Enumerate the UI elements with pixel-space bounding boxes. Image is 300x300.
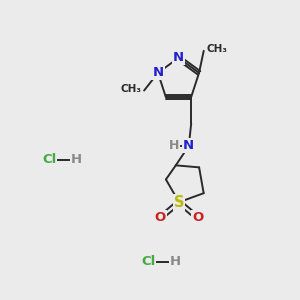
Text: H: H bbox=[169, 255, 181, 268]
Text: Cl: Cl bbox=[42, 153, 57, 166]
Text: Cl: Cl bbox=[141, 255, 156, 268]
Text: S: S bbox=[174, 195, 184, 210]
Text: H: H bbox=[169, 140, 179, 152]
Text: N: N bbox=[152, 66, 164, 79]
Text: O: O bbox=[155, 211, 166, 224]
Text: CH₃: CH₃ bbox=[121, 84, 142, 94]
Text: O: O bbox=[192, 211, 203, 224]
Text: N: N bbox=[173, 51, 184, 64]
Text: CH₃: CH₃ bbox=[206, 44, 227, 54]
Text: N: N bbox=[183, 140, 194, 152]
Text: H: H bbox=[70, 153, 82, 166]
